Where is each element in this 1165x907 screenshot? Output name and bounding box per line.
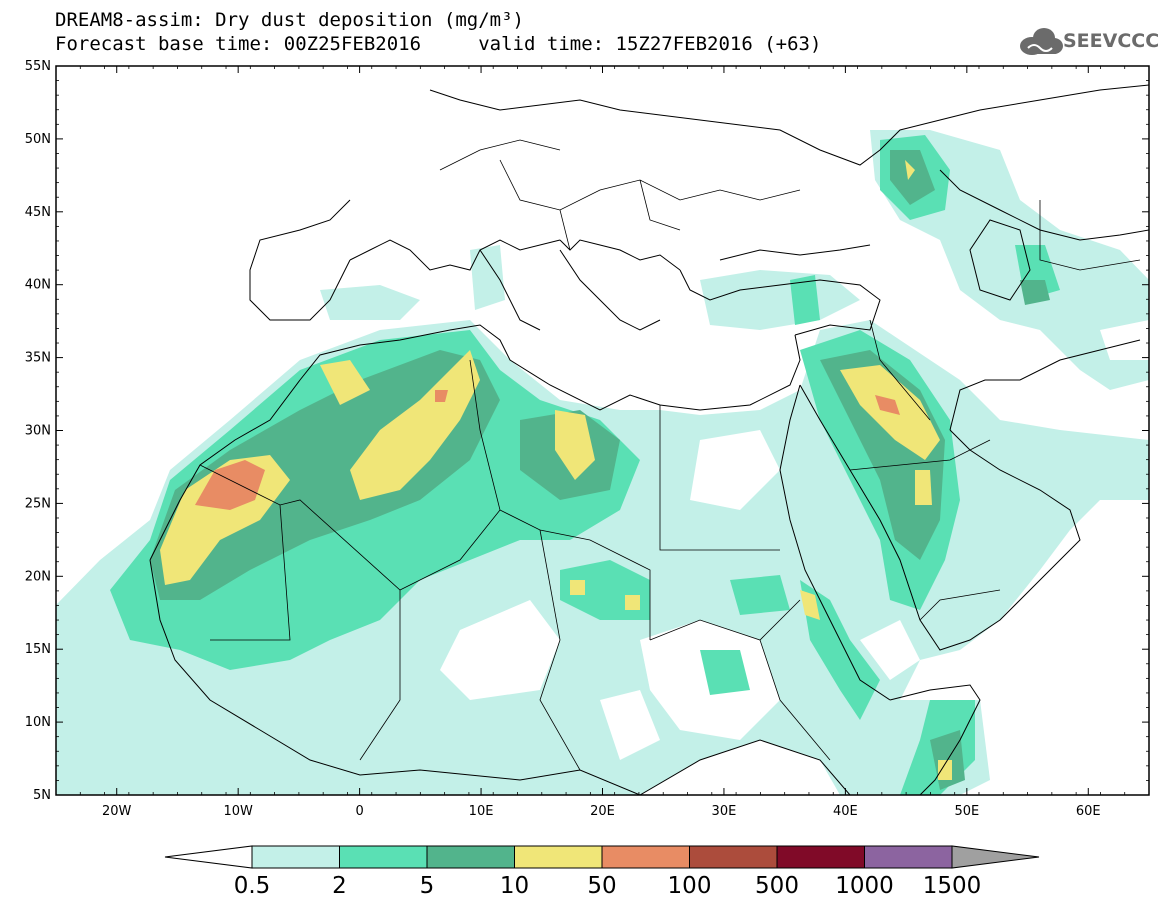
colorbar-label: 5 — [420, 873, 435, 899]
colorbar-arrow-left — [164, 845, 253, 869]
colorbar-label: 10 — [500, 873, 529, 899]
colorbar-label: 100 — [668, 873, 712, 899]
lon-tick-label: 60E — [1076, 804, 1101, 819]
lon-tick-label: 40E — [833, 804, 858, 819]
lat-tick-label: 50N — [25, 132, 51, 147]
lon-tick-label: 50E — [954, 804, 979, 819]
lat-tick-label: 55N — [25, 59, 51, 74]
lat-tick-label: 40N — [25, 278, 51, 293]
lon-tick-label: 20W — [102, 804, 132, 819]
map-title: DREAM8-assim: Dry dust deposition (mg/m³… — [55, 9, 524, 31]
lat-tick-label: 15N — [25, 642, 51, 657]
coastlines — [149, 84, 1149, 795]
lon-tick-label: 0 — [355, 804, 363, 819]
colorbar-arrow-right — [951, 845, 1040, 869]
lat-tick-label: 20N — [25, 569, 51, 584]
colorbar-swatch — [514, 845, 603, 869]
colorbar-label: 1000 — [835, 873, 894, 899]
colorbar-label: 50 — [587, 873, 616, 899]
cloud-icon — [1020, 28, 1063, 55]
lon-tick-label: 10E — [469, 804, 494, 819]
colorbar-swatch — [776, 845, 865, 869]
country-borders — [199, 139, 1141, 771]
logo-text: SEEVCCC — [1063, 30, 1160, 52]
forecast-times: Forecast base time: 00Z25FEB2016 valid t… — [55, 33, 822, 55]
lon-tick-label: 30E — [712, 804, 737, 819]
lat-tick-label: 45N — [25, 205, 51, 220]
dust-level-50 — [195, 390, 900, 510]
lat-tick-label: 30N — [25, 424, 51, 439]
lat-tick-label: 10N — [25, 715, 51, 730]
latitude-axis: 55N 50N 45N 40N 35N 30N 25N 20N 15N 10N 5N — [25, 59, 1149, 803]
lat-tick-label: 25N — [25, 496, 51, 511]
colorbar-swatch — [689, 845, 778, 869]
colorbar-swatch — [601, 845, 690, 869]
dust-fields — [56, 130, 1149, 795]
colorbar-swatch — [426, 845, 515, 869]
colorbar-label: 0.5 — [234, 873, 271, 899]
colorbar-swatch — [339, 845, 428, 869]
colorbar-label: 500 — [755, 873, 799, 899]
longitude-axis: 20W 10W 0 10E 20E 30E 40E 50E 60E — [55, 66, 1150, 819]
colorbar-swatch — [864, 845, 953, 869]
colorbar-swatch — [251, 845, 340, 869]
lat-tick-label: 5N — [33, 788, 51, 803]
lon-tick-label: 20E — [590, 804, 615, 819]
lat-tick-label: 35N — [25, 351, 51, 366]
lon-tick-label: 10W — [223, 804, 253, 819]
colorbar-label: 1500 — [923, 873, 982, 899]
colorbar: 0.5 2 5 10 50 100 500 1000 1500 — [164, 845, 1040, 899]
colorbar-label: 2 — [332, 873, 347, 899]
